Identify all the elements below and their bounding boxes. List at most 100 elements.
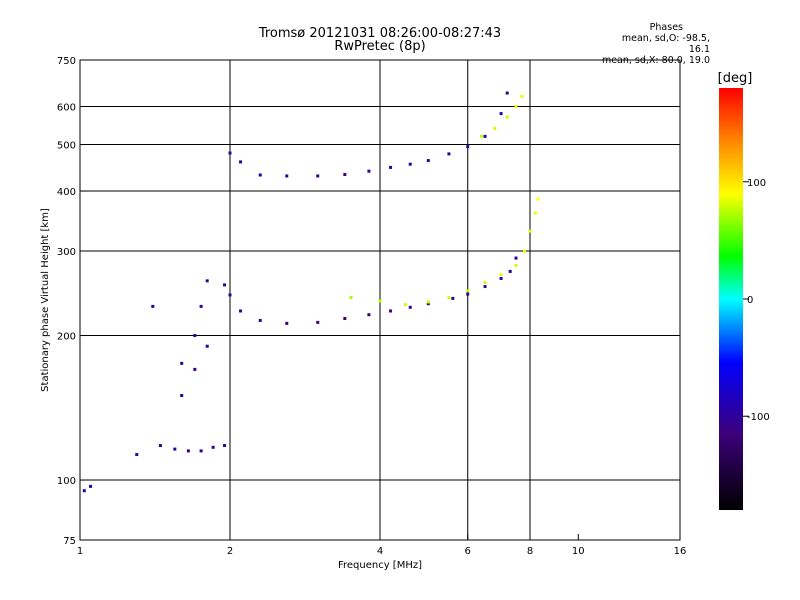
data-point-0-5	[316, 320, 320, 324]
data-point-2-5	[343, 173, 347, 177]
chart-subtitle: RwPretec (8p)	[334, 39, 426, 54]
data-point-1-7	[499, 273, 503, 277]
colorbar-tick-label-2: -100	[747, 412, 770, 423]
data-point-1-9	[523, 249, 527, 253]
data-point-1-6	[483, 280, 487, 284]
data-point-0-2	[239, 309, 243, 313]
data-point-0-0	[223, 283, 227, 287]
data-point-4-2	[186, 449, 190, 453]
data-point-3-4	[520, 94, 524, 98]
colorbar	[719, 88, 743, 510]
data-point-0-6	[343, 317, 347, 321]
data-point-0-11	[451, 296, 455, 300]
data-point-2-8	[408, 162, 412, 166]
data-point-4-4	[211, 445, 215, 449]
data-point-2-3	[285, 174, 289, 178]
data-point-3-2	[505, 115, 509, 119]
data-point-0-1	[228, 293, 232, 297]
data-point-4-6	[135, 453, 139, 457]
y-tick-label-7: 750	[57, 56, 76, 67]
data-point-0-16	[514, 256, 518, 260]
data-point-4-7	[180, 394, 184, 398]
data-point-1-12	[536, 197, 540, 201]
colorbar-ticks: 100 0 -100	[743, 178, 770, 423]
data-point-4-12	[199, 304, 203, 308]
x-tick-label-4: 8	[527, 546, 533, 557]
data-point-2-14	[505, 91, 509, 95]
series-2	[228, 91, 509, 178]
data-point-0-13	[483, 285, 487, 289]
grid-lines	[80, 60, 680, 540]
colorbar-label: [deg]	[718, 71, 753, 86]
data-point-4-3	[199, 449, 203, 453]
data-point-0-9	[408, 305, 412, 309]
colorbar-tick-label-0: 100	[747, 178, 766, 189]
data-point-4-5	[223, 444, 227, 448]
colorbar-tick-label-1: 0	[747, 295, 753, 306]
data-point-4-10	[180, 361, 184, 365]
y-tick-label-4: 400	[57, 187, 76, 198]
data-point-1-8	[514, 263, 518, 267]
data-point-2-1	[239, 160, 243, 164]
data-point-2-10	[447, 152, 451, 156]
data-point-1-10	[528, 229, 532, 233]
series-4	[82, 279, 227, 493]
y-tick-label-5: 500	[57, 141, 76, 152]
x-tick-label-1: 2	[227, 546, 233, 557]
data-point-1-5	[466, 289, 470, 293]
data-point-4-0	[158, 444, 162, 448]
data-point-2-6	[367, 169, 371, 173]
y-tick-label-6: 600	[57, 103, 76, 114]
data-point-3-3	[514, 105, 518, 109]
x-tick-label-3: 6	[465, 546, 471, 557]
y-tick-label-2: 200	[57, 332, 76, 343]
data-point-0-15	[508, 269, 512, 273]
data-point-2-7	[389, 165, 393, 169]
data-point-3-0	[480, 134, 484, 138]
x-tick-label-0: 1	[77, 546, 83, 557]
data-point-0-14	[499, 276, 503, 280]
data-point-1-3	[426, 300, 430, 304]
data-point-4-13	[205, 279, 209, 283]
data-point-2-13	[499, 112, 503, 116]
data-point-4-11	[193, 334, 197, 338]
data-point-1-1	[378, 299, 382, 303]
data-point-0-7	[367, 313, 371, 317]
y-tick-label-1: 100	[57, 476, 76, 487]
data-point-1-4	[447, 296, 451, 300]
data-point-4-8	[193, 367, 197, 371]
data-point-0-10	[426, 302, 430, 306]
data-point-2-11	[466, 145, 470, 149]
x-tick-label-5: 10	[572, 546, 585, 557]
x-axis-label: Frequency [MHz]	[338, 560, 422, 571]
data-point-1-11	[533, 211, 537, 215]
data-point-4-15	[89, 484, 93, 488]
data-point-2-2	[258, 173, 262, 177]
data-point-2-0	[228, 151, 232, 155]
x-tick-label-6: 16	[674, 546, 687, 557]
data-point-3-1	[493, 126, 497, 130]
y-axis-label: Stationary phase Virtual Height [km]	[40, 208, 51, 392]
data-point-4-9	[205, 344, 209, 348]
y-tick-label-0: 75	[63, 536, 76, 547]
x-tick-label-2: 4	[377, 546, 383, 557]
data-point-1-0	[349, 296, 353, 300]
data-point-4-16	[151, 304, 155, 308]
data-point-4-1	[173, 447, 177, 451]
series-3	[480, 94, 524, 138]
data-point-0-8	[389, 309, 393, 313]
data-point-2-4	[316, 174, 320, 178]
series-0	[223, 256, 518, 325]
chart-title: Tromsø 20121031 08:26:00-08:27:43	[258, 26, 502, 41]
series-1	[349, 197, 540, 307]
data-points	[82, 91, 540, 493]
data-point-0-3	[258, 318, 262, 322]
phase-stats-header: Phases	[649, 22, 683, 33]
data-point-2-12	[483, 134, 487, 138]
data-point-0-12	[466, 292, 470, 296]
data-point-4-14	[82, 489, 86, 493]
axis-ticks: 1 2 4 6 8 10 16 75 100 200 300 400 500 600 750	[57, 56, 686, 557]
data-point-2-9	[426, 159, 430, 163]
data-point-1-2	[403, 303, 407, 307]
